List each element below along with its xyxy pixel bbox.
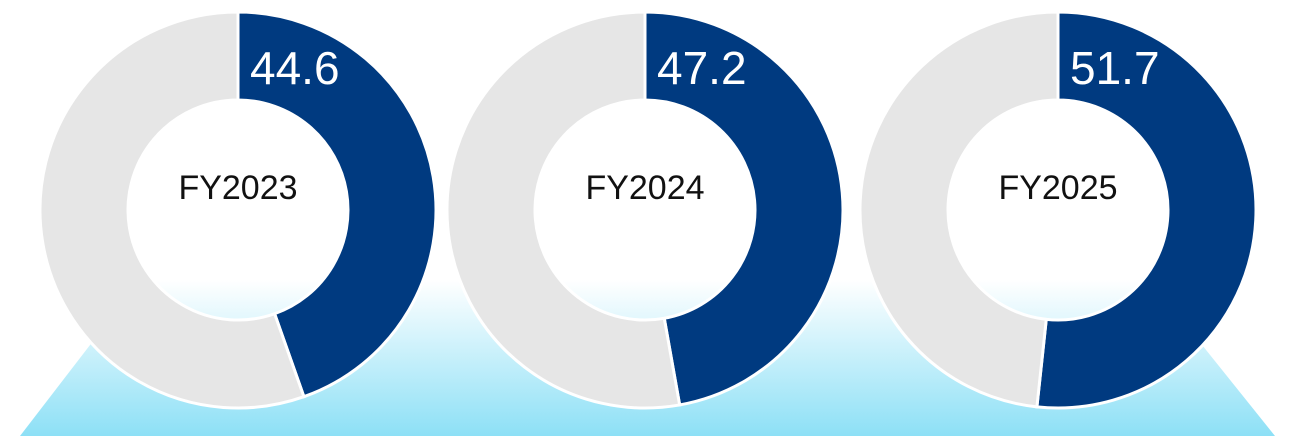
value-label: 51.7 bbox=[1070, 42, 1160, 94]
donut-slice bbox=[858, 10, 1060, 409]
donut-slice bbox=[643, 10, 845, 407]
donut-title: FY2023 bbox=[178, 169, 297, 207]
donut-slice bbox=[1035, 10, 1258, 410]
value-label: 44.6 bbox=[250, 42, 340, 94]
donut-slice bbox=[445, 10, 682, 410]
donut-title: FY2024 bbox=[585, 169, 704, 207]
donut-slice bbox=[236, 10, 438, 399]
donut-slice bbox=[38, 10, 306, 410]
value-label: 47.2 bbox=[657, 42, 747, 94]
donut-title: FY2025 bbox=[998, 169, 1117, 207]
